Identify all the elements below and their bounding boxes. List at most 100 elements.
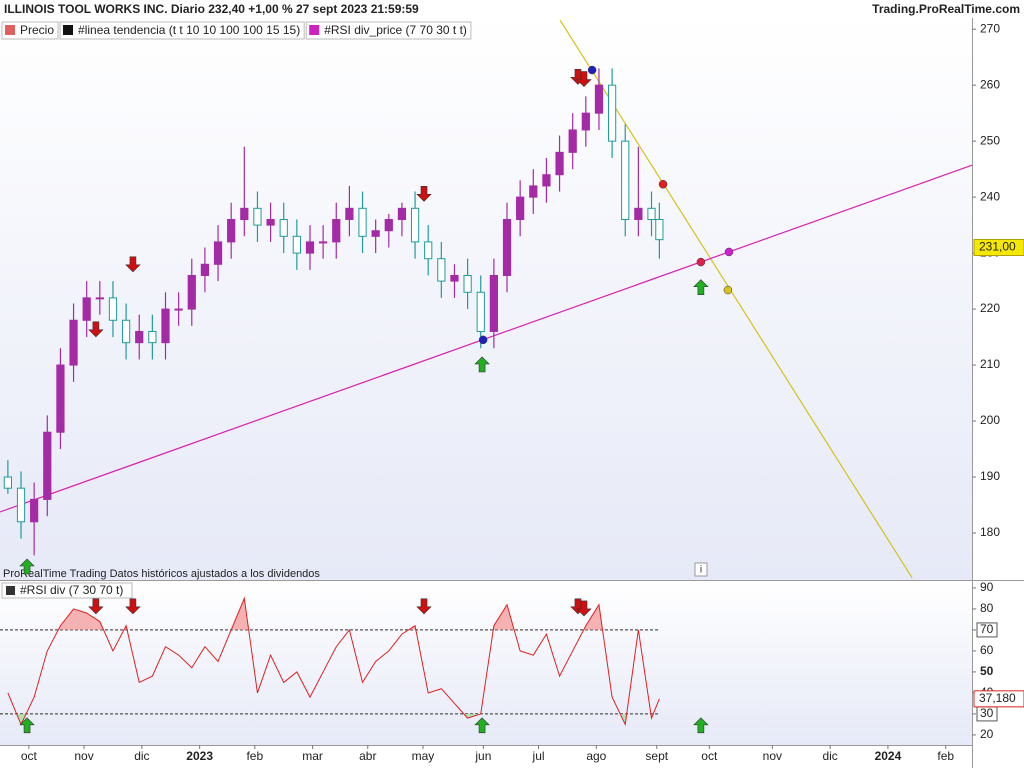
y-tick-label: 200 [980,413,1000,427]
candle-body [655,219,664,241]
candle-body [607,84,617,142]
candle-body [43,431,52,500]
rsi-line [7,596,660,727]
candle-body [345,207,354,221]
candle-body [568,129,577,153]
current-price-box [973,239,1024,257]
candle-body [174,308,183,311]
x-tick-label: abr [359,749,376,763]
buy-signal [19,558,35,575]
candle-body [279,219,288,237]
legend-swatch [309,25,320,35]
candle-body [30,498,39,523]
y-tick-label: 180 [980,525,1000,539]
x-tick-label: may [412,749,435,763]
x-tick-label: ago [586,749,606,763]
x-tick-label: nov [763,749,782,763]
candle-body [135,330,144,344]
y-tick-label: 260 [980,77,1000,91]
y-tick-label: 30 [980,706,994,720]
candle-body [542,174,551,187]
x-tick-label: dic [134,749,149,763]
y-tick-label: 80 [980,601,994,615]
buy-signal [693,717,709,734]
candle-body [489,274,498,332]
legend-label: Precio [20,23,54,37]
signal-dot [658,179,668,189]
candle-body [410,207,420,243]
buy-signal [474,356,490,373]
candle-body [292,235,301,254]
candle-body [148,330,157,344]
candle-body [108,297,118,321]
current-rsi-label: 37,180 [979,691,1016,705]
legend-swatch [6,586,15,595]
y-tick-label: 90 [980,580,994,594]
candle-body [161,308,170,344]
candle-body [305,241,315,254]
x-tick-label: nov [74,749,93,763]
legend-frame [305,21,472,40]
y-tick-label: 70 [980,622,994,636]
signal-dot [696,257,706,267]
signal-dot [723,285,733,295]
info-icon-text: i [700,565,702,576]
sell-signal [416,598,432,615]
legend-swatch [5,25,15,35]
candle-body [358,207,367,237]
x-tick-label: jul [532,749,545,763]
footer-note: ProRealTime Trading Datos históricos aju… [3,568,320,580]
plot-layer: 180190200210220230240250260270Precio#lin… [0,19,1024,763]
info-icon[interactable] [694,562,708,577]
candle-body [227,219,236,243]
candle-body [634,207,643,221]
candle-body [437,258,446,282]
y-tick-label: 210 [980,357,1000,371]
x-tick-label: mar [302,749,323,763]
sell-signal [88,321,104,338]
candle-body [594,84,604,114]
candle-body [319,241,328,244]
y-tick-label: 220 [980,301,1000,315]
candle-body [332,219,341,243]
rsi-panel [0,581,972,745]
signal-dot [587,65,597,75]
level-box [976,622,998,638]
current-rsi-box [973,690,1024,708]
trend-line [559,19,913,579]
candle-body [397,207,407,221]
candle-body [555,151,564,176]
candle-body [450,274,459,282]
y-tick-label: 190 [980,469,1000,483]
sell-signal [416,186,432,202]
candle-body [581,112,590,131]
legend-frame [1,582,133,599]
candle-body [529,185,538,198]
candle-body [502,219,512,276]
rsi-title: #RSI div (7 30 70 t) [20,583,123,597]
chart-title: ILLINOIS TOOL WORKS INC. Diario 232,40 +… [4,2,419,16]
candle-body [384,219,393,232]
candle-body [213,241,223,265]
x-tick-label: jun [474,749,491,763]
signal-dot [724,247,734,257]
site-name: Trading.ProRealTime.com [872,2,1020,16]
candle-body [95,297,104,300]
candle-body [647,207,656,221]
buy-signal [19,717,35,734]
x-tick-label: oct [21,749,38,763]
x-tick-label: sept [645,749,668,763]
x-tick-label: 2023 [186,749,213,763]
sell-signal [576,71,592,87]
x-tick-label: dic [822,749,837,763]
legend-frame [59,21,305,40]
x-tick-label: feb [937,749,954,763]
current-price-label: 231,00 [979,240,1016,254]
sell-signal [125,598,141,615]
candle-body [253,207,262,226]
legend-label: #RSI div_price (7 70 30 t t) [324,23,467,37]
sell-signal [88,598,104,615]
signal-dot [478,335,488,345]
sell-signal [576,600,592,617]
